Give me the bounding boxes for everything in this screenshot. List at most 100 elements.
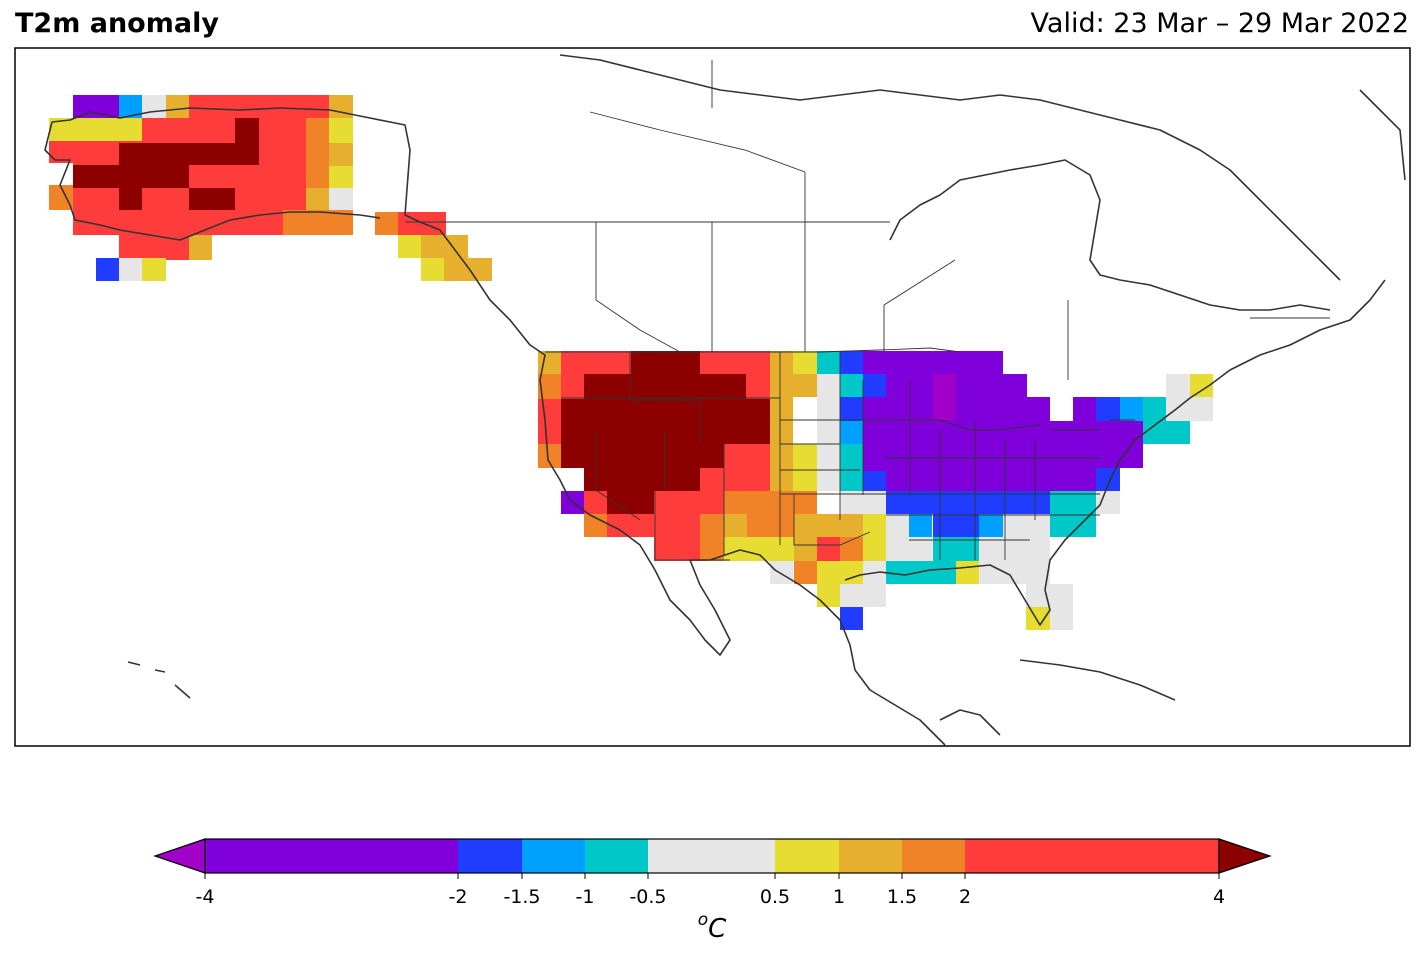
panhandle-cells: [444, 258, 492, 281]
alaska-cells: [119, 235, 199, 260]
conus-cells: [607, 491, 654, 514]
conus-cells: [979, 561, 1026, 584]
conus-cells: [538, 351, 561, 374]
conus-cells: [561, 444, 724, 468]
anomaly-grid: [49, 95, 1213, 630]
colorbar-unit-label: oC: [698, 910, 727, 944]
alaska-cells: [189, 235, 212, 260]
colorbar-band: [965, 839, 1219, 873]
colorbar-tick-label: 4: [1213, 886, 1225, 908]
alaska-cells: [189, 188, 235, 210]
conus-cells: [863, 374, 886, 397]
valid-period: Valid: 23 Mar – 29 Mar 2022: [1030, 8, 1409, 39]
conus-cells: [909, 537, 932, 561]
conus-cells: [840, 351, 863, 374]
colorbar-frame: [204, 838, 1220, 874]
alaska-cells: [329, 143, 353, 166]
conus-cells: [1050, 421, 1143, 468]
conus-cells: [933, 514, 979, 537]
colorbar-band: [585, 839, 648, 873]
conus-cells: [933, 537, 979, 561]
conus-cells: [817, 584, 840, 607]
colorbar-tick-label: -2: [449, 886, 468, 908]
colorbar-band: [775, 839, 839, 873]
conus-cells: [724, 537, 794, 561]
conus-cells: [886, 468, 1096, 493]
conus-cells: [840, 444, 863, 491]
conus-cells: [840, 374, 863, 397]
colorbar-tick-label: -1.5: [503, 886, 540, 908]
alaska-cells: [96, 258, 119, 281]
alaska-cells: [49, 118, 142, 141]
conus-cells: [700, 514, 724, 561]
conus-cells: [793, 351, 817, 374]
conus-cells: [840, 397, 863, 421]
alaska-cells: [119, 188, 142, 210]
unit-superscript: o: [698, 910, 708, 930]
political-borders: [405, 60, 1330, 561]
conus-cells: [979, 514, 1003, 537]
conus-cells: [794, 561, 817, 584]
colorbar-tick-label: 1: [833, 886, 845, 908]
conus-cells: [1073, 397, 1096, 421]
conus-cells: [1026, 607, 1050, 630]
colorbar-band: [205, 839, 458, 873]
conus-cells: [840, 537, 863, 561]
conus-cells: [817, 514, 840, 537]
conus-cells: [840, 491, 886, 514]
conus-cells: [1143, 397, 1166, 421]
alaska-cells: [329, 166, 353, 188]
conus-cells: [654, 491, 724, 514]
alaska-cells: [119, 258, 142, 281]
colorbar-over-triangle: [1218, 838, 1272, 874]
unit-base: C: [708, 914, 727, 944]
panhandle-cells: [421, 258, 444, 281]
conus-cells: [724, 514, 747, 537]
coastlines: [44, 54, 1406, 746]
conus-cells: [1190, 374, 1213, 397]
colorbar-under-triangle: [153, 838, 206, 874]
colorbar-tick-label: -0.5: [629, 886, 666, 908]
conus-cells: [538, 374, 561, 399]
conus-cells: [979, 537, 1003, 561]
conus-cells: [1166, 397, 1213, 421]
colorbar-bands: [205, 839, 1219, 873]
conus-cells: [584, 468, 700, 491]
conus-cells: [817, 374, 840, 491]
alaska-cells: [142, 258, 166, 281]
conus-cells: [1143, 421, 1190, 444]
conus-cells: [770, 351, 793, 399]
conus-cells: [909, 514, 932, 537]
conus-cells: [794, 514, 817, 561]
conus-cells: [677, 514, 700, 537]
conus-cells: [1096, 397, 1120, 421]
colorbar-tick-label: -1: [576, 886, 595, 908]
conus-cells: [817, 537, 840, 561]
alaska-cells: [73, 95, 119, 118]
alaska-cells: [49, 185, 73, 210]
conus-cells: [1166, 374, 1190, 397]
alaska-cells: [306, 118, 329, 188]
alaska-cells: [329, 95, 353, 118]
colorbar-tick-label: -4: [196, 886, 215, 908]
conus-cells: [840, 514, 863, 537]
colorbar-band: [839, 839, 902, 873]
conus-cells: [1003, 514, 1050, 561]
colorbar-band: [648, 839, 775, 873]
conus-cells: [863, 468, 886, 491]
alaska-cells: [119, 143, 259, 165]
conus-cells: [1003, 374, 1027, 471]
conus-cells: [607, 514, 654, 537]
conus-cells: [561, 399, 777, 444]
conus-cells: [886, 514, 909, 561]
alaska-cells: [329, 118, 353, 143]
alaska-cells: [166, 95, 189, 118]
alaska-cells: [73, 165, 189, 188]
conus-cells: [840, 421, 863, 444]
conus-cells: [956, 561, 979, 584]
conus-cells: [700, 374, 746, 399]
alaska-cells: [142, 95, 166, 118]
colorbar-ticks: -4 -2 -1.5 -1 -0.5 0.5 1 1.5 2 4: [196, 873, 1225, 908]
conus-cells: [584, 374, 700, 399]
panhandle-cells: [375, 212, 398, 235]
